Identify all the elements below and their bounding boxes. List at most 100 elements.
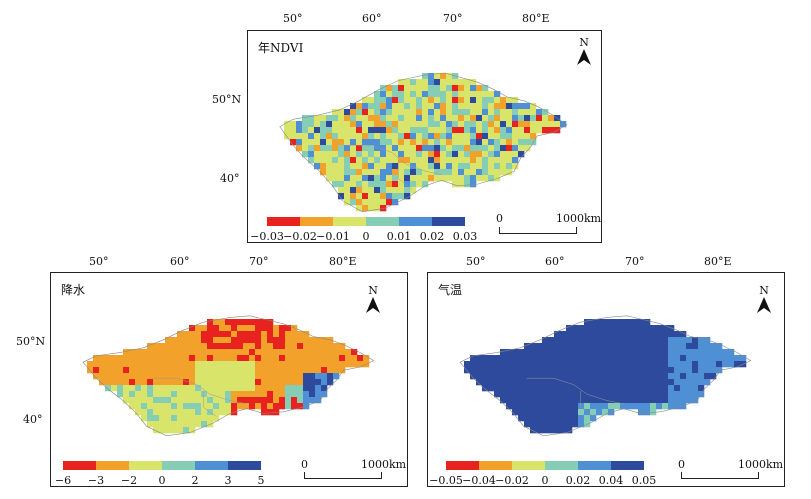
grid-cell: [554, 427, 561, 434]
grid-cell: [171, 367, 178, 374]
grid-cell: [686, 343, 693, 350]
grid-cell: [500, 169, 507, 176]
grid-cell: [386, 115, 393, 122]
grid-cell: [273, 331, 280, 338]
grid-cell: [356, 175, 363, 182]
grid-cell: [452, 139, 459, 146]
grid-cell: [650, 379, 657, 386]
grid-cell: [548, 409, 555, 416]
grid-cell: [243, 319, 250, 326]
grid-cell: [93, 361, 100, 368]
grid-cell: [261, 385, 268, 392]
grid-cell: [734, 355, 741, 362]
grid-cell: [590, 403, 597, 410]
grid-cell: [608, 379, 615, 386]
grid-cell: [195, 343, 202, 350]
grid-cell: [422, 151, 429, 158]
grid-cell: [195, 355, 202, 362]
country-border: [203, 391, 217, 417]
grid-cell: [356, 187, 363, 194]
grid-cell: [464, 163, 471, 170]
grid-cell: [344, 157, 351, 164]
grid-cell: [410, 91, 417, 98]
grid-cell: [434, 139, 441, 146]
grid-cell: [177, 391, 184, 398]
grid-cell: [404, 151, 411, 158]
grid-cell: [494, 169, 501, 176]
grid-cell: [374, 133, 381, 140]
grid-cell: [404, 181, 411, 188]
grid-cell: [171, 421, 178, 428]
grid-cell: [422, 169, 429, 176]
grid-cell: [524, 127, 531, 134]
grid-cell: [368, 97, 375, 104]
grid-cell: [392, 145, 399, 152]
grid-cell: [452, 97, 459, 104]
grid-cell: [596, 325, 603, 332]
grid-cell: [428, 145, 435, 152]
grid-cell: [386, 97, 393, 104]
grid-cell: [344, 145, 351, 152]
grid-cell: [309, 373, 316, 380]
grid-cell: [638, 373, 645, 380]
grid-cell: [237, 337, 244, 344]
grid-cell: [590, 355, 597, 362]
grid-cell: [177, 337, 184, 344]
grid-cell: [398, 97, 405, 104]
grid-cell: [674, 361, 681, 368]
grid-cell: [111, 367, 118, 374]
grid-cell: [350, 187, 357, 194]
grid-cell: [530, 103, 537, 110]
grid-cell: [350, 145, 357, 152]
grid-cell: [644, 337, 651, 344]
grid-cell: [656, 373, 663, 380]
grid-cell: [434, 133, 441, 140]
grid-cell: [398, 187, 405, 194]
grid-cell: [267, 397, 274, 404]
grid-cell: [213, 355, 220, 362]
grid-cell: [296, 127, 303, 134]
grid-cell: [219, 331, 226, 338]
grid-cell: [344, 199, 351, 206]
grid-cell: [590, 391, 597, 398]
grid-cell: [476, 109, 483, 116]
grid-cell: [638, 331, 645, 338]
grid-cell: [135, 361, 142, 368]
grid-cell: [548, 373, 555, 380]
grid-cell: [668, 379, 675, 386]
grid-cell: [392, 133, 399, 140]
grid-cell: [386, 157, 393, 164]
grid-cell: [374, 91, 381, 98]
grid-cell: [512, 109, 519, 116]
grid-cell: [237, 325, 244, 332]
grid-cell: [440, 97, 447, 104]
grid-cell: [470, 91, 477, 98]
grid-cell: [620, 343, 627, 350]
grid-cell: [225, 319, 232, 326]
region-boundary: [82, 315, 375, 437]
grid-cell: [249, 379, 256, 386]
grid-cell: [560, 427, 567, 434]
grid-cell: [267, 349, 274, 356]
legend-swatch: [267, 217, 300, 226]
grid-cell: [728, 349, 735, 356]
grid-cell: [374, 109, 381, 116]
grid-cell: [207, 349, 214, 356]
grid-cell: [536, 427, 543, 434]
grid-cell: [320, 139, 327, 146]
grid-cell: [584, 337, 591, 344]
grid-cell: [374, 127, 381, 134]
grid-cell: [111, 355, 118, 362]
grid-cell: [470, 103, 477, 110]
grid-cell: [710, 361, 717, 368]
grid-cell: [566, 427, 573, 434]
grid-cell: [141, 349, 148, 356]
grid-cell: [219, 361, 226, 368]
grid-cell: [446, 145, 453, 152]
grid-cell: [410, 133, 417, 140]
grid-cell: [189, 325, 196, 332]
grid-cell: [632, 325, 639, 332]
grid-cell: [428, 115, 435, 122]
grid-cell: [219, 379, 226, 386]
grid-cell: [482, 127, 489, 134]
